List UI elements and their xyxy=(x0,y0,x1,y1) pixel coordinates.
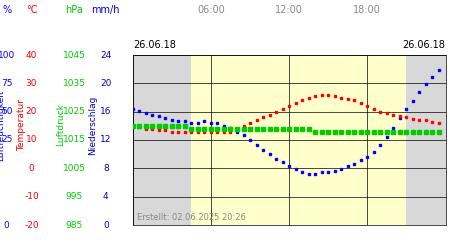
Text: 50: 50 xyxy=(1,107,13,116)
Text: Luftfeuchtigkeit: Luftfeuchtigkeit xyxy=(0,89,5,161)
Text: 10: 10 xyxy=(26,136,37,144)
Text: 16: 16 xyxy=(100,107,112,116)
Text: 0: 0 xyxy=(103,220,108,230)
Text: 0: 0 xyxy=(4,220,9,230)
Text: 30: 30 xyxy=(26,79,37,88)
Text: 12: 12 xyxy=(100,136,112,144)
Text: 40: 40 xyxy=(26,50,37,59)
Text: 75: 75 xyxy=(1,79,13,88)
Text: 20: 20 xyxy=(26,107,37,116)
Text: Erstellt: 02.06.2025 20:26: Erstellt: 02.06.2025 20:26 xyxy=(137,214,246,222)
Text: 8: 8 xyxy=(103,164,108,173)
Text: hPa: hPa xyxy=(65,5,83,15)
Text: Niederschlag: Niederschlag xyxy=(88,95,97,155)
Bar xyxy=(406,55,446,225)
Text: 1035: 1035 xyxy=(63,79,86,88)
Text: 100: 100 xyxy=(0,50,15,59)
Text: 26.06.18: 26.06.18 xyxy=(133,40,176,50)
Text: 18:00: 18:00 xyxy=(353,5,381,15)
Text: 985: 985 xyxy=(66,220,83,230)
Text: Luftdruck: Luftdruck xyxy=(56,104,65,146)
Text: 1005: 1005 xyxy=(63,164,86,173)
Text: 4: 4 xyxy=(103,192,108,201)
Bar xyxy=(191,55,406,225)
Text: mm/h: mm/h xyxy=(91,5,120,15)
Text: 12:00: 12:00 xyxy=(275,5,303,15)
Text: 1015: 1015 xyxy=(63,136,86,144)
Text: 25: 25 xyxy=(1,136,13,144)
Text: °C: °C xyxy=(26,5,37,15)
Text: 1025: 1025 xyxy=(63,107,86,116)
Text: Temperatur: Temperatur xyxy=(17,99,26,151)
Text: -20: -20 xyxy=(24,220,39,230)
Text: -10: -10 xyxy=(24,192,39,201)
Text: 24: 24 xyxy=(100,50,112,59)
Text: %: % xyxy=(2,5,11,15)
Text: 1045: 1045 xyxy=(63,50,86,59)
Text: 995: 995 xyxy=(66,192,83,201)
Text: 0: 0 xyxy=(29,164,34,173)
Text: 20: 20 xyxy=(100,79,112,88)
Text: 26.06.18: 26.06.18 xyxy=(403,40,446,50)
Text: 06:00: 06:00 xyxy=(197,5,225,15)
Bar xyxy=(133,55,191,225)
